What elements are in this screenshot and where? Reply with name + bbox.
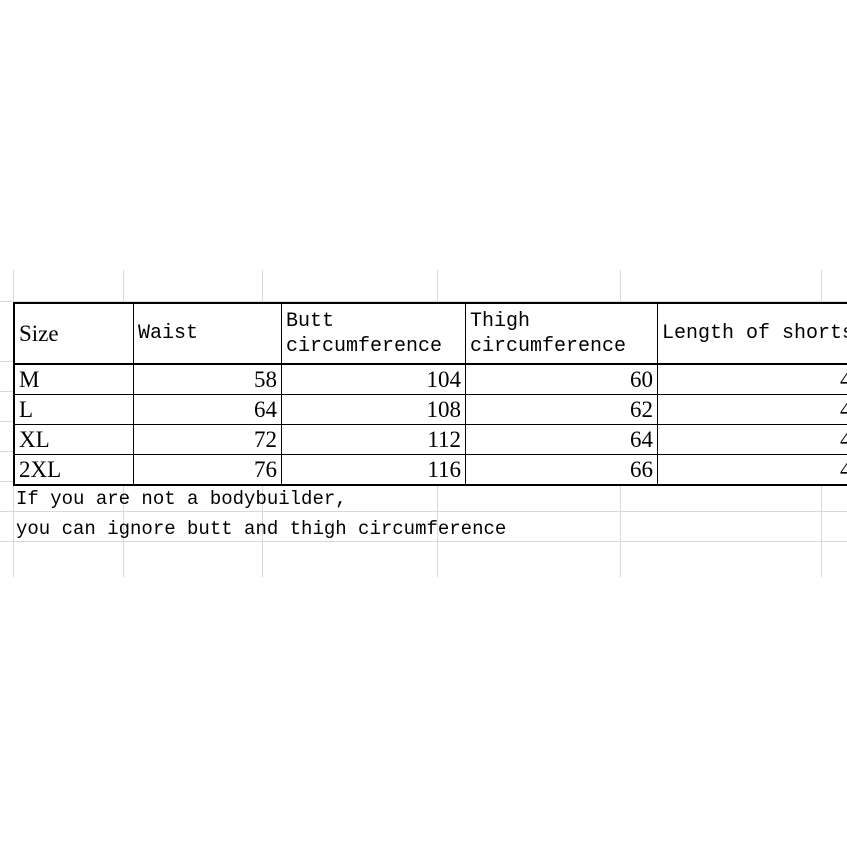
cell-size: L xyxy=(13,394,134,425)
footnote-line-2: you can ignore butt and thigh circumfere… xyxy=(16,518,507,540)
table-header-row: Size Waist Butt circumference Thigh circ… xyxy=(13,302,847,365)
cell-butt: 116 xyxy=(281,454,466,486)
cell-thigh: 64 xyxy=(465,424,658,455)
cell-waist: 58 xyxy=(133,363,282,395)
cell-length: 43 xyxy=(657,454,847,486)
table-row: M 58 104 60 40 xyxy=(13,363,847,395)
cell-waist: 64 xyxy=(133,394,282,425)
cell-length: 42 xyxy=(657,424,847,455)
cell-length: 40 xyxy=(657,363,847,395)
footnote: If you are not a bodybuilder, you can ig… xyxy=(16,484,826,544)
column-header-thigh-circumference: Thigh circumference xyxy=(465,302,658,365)
cell-waist: 72 xyxy=(133,424,282,455)
column-header-size: Size xyxy=(13,302,134,365)
size-chart-table: Size Waist Butt circumference Thigh circ… xyxy=(13,302,847,486)
table-row: L 64 108 62 41 xyxy=(13,394,847,425)
size-chart-container: Size Waist Butt circumference Thigh circ… xyxy=(13,302,847,486)
column-header-butt-circumference: Butt circumference xyxy=(281,302,466,365)
cell-thigh: 60 xyxy=(465,363,658,395)
column-header-waist: Waist xyxy=(133,302,282,365)
table-row: 2XL 76 116 66 43 xyxy=(13,454,847,486)
table-row: XL 72 112 64 42 xyxy=(13,424,847,455)
cell-thigh: 62 xyxy=(465,394,658,425)
cell-size: XL xyxy=(13,424,134,455)
cell-butt: 104 xyxy=(281,363,466,395)
cell-size: M xyxy=(13,363,134,395)
cell-butt: 108 xyxy=(281,394,466,425)
cell-waist: 76 xyxy=(133,454,282,486)
cell-size: 2XL xyxy=(13,454,134,486)
footnote-line-1: If you are not a bodybuilder, xyxy=(16,488,347,510)
cell-length: 41 xyxy=(657,394,847,425)
cell-butt: 112 xyxy=(281,424,466,455)
column-header-length-of-shorts: Length of shorts xyxy=(657,302,847,365)
cell-thigh: 66 xyxy=(465,454,658,486)
